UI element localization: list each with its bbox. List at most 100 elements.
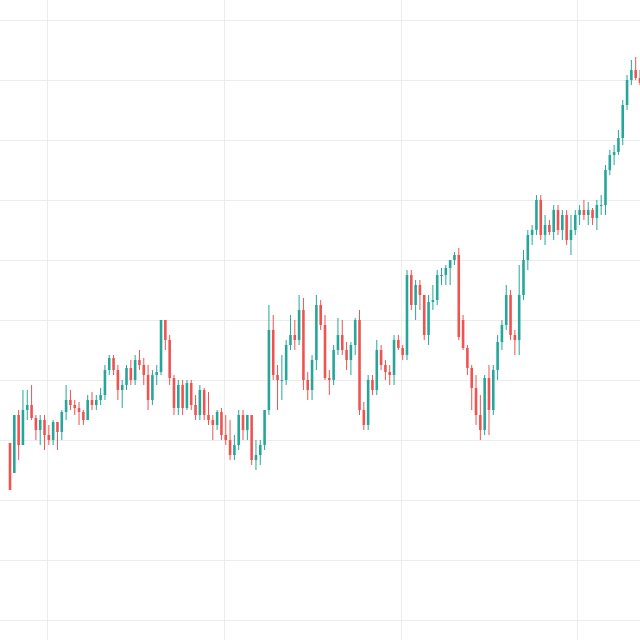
candle (319, 300, 322, 330)
candle-body-down (211, 420, 215, 425)
candle (530, 225, 534, 245)
candle-body-up (263, 410, 266, 445)
candle (630, 60, 633, 85)
candle (202, 388, 206, 420)
candle-body-up (414, 285, 417, 305)
candle (621, 100, 625, 145)
candle-body-down (129, 368, 133, 380)
candle (120, 380, 124, 408)
candle (280, 355, 284, 400)
candle-body-down (146, 375, 150, 400)
candle (444, 265, 448, 285)
candle (535, 195, 538, 235)
candle (323, 315, 327, 380)
candle-body-up (336, 335, 340, 350)
candle-body-up (176, 385, 180, 408)
candle (561, 210, 564, 240)
candle-body-up (254, 455, 258, 460)
candle (215, 410, 219, 430)
candle-body-down (340, 335, 344, 350)
candle (366, 375, 370, 430)
candle-body-down (479, 415, 482, 430)
candle (267, 305, 271, 415)
candle (271, 315, 275, 380)
candle (310, 355, 314, 400)
candle-body-up (289, 335, 292, 345)
candle-body-down (358, 320, 361, 410)
candle-body-down (189, 383, 193, 405)
candle (133, 355, 137, 385)
candle (30, 385, 33, 420)
candle (539, 195, 543, 240)
candle-body-down (224, 435, 228, 440)
candle (526, 230, 530, 270)
candle (176, 380, 180, 415)
candle-body-down (82, 412, 85, 420)
candle (569, 215, 573, 255)
candle-body-up (349, 345, 353, 360)
candle (496, 335, 499, 380)
candle (504, 285, 508, 330)
candle-body-up (185, 383, 189, 408)
candle (164, 320, 167, 350)
candle-body-down (250, 415, 253, 460)
candle (371, 375, 374, 395)
candle-body-down (168, 340, 171, 378)
candle-body-up (427, 302, 430, 335)
candle-body-up (621, 105, 625, 138)
candle (500, 320, 504, 350)
candle-body-down (418, 285, 422, 295)
candle-body-down (306, 380, 310, 390)
candle-body-up (25, 405, 29, 410)
candle (47, 425, 51, 445)
candle (474, 375, 478, 425)
candle-body-down (539, 200, 543, 235)
candle (142, 358, 146, 385)
candle (599, 195, 603, 215)
candle (146, 365, 150, 410)
candle (556, 205, 560, 235)
candle-body-up (95, 400, 98, 405)
candle-body-up (617, 138, 620, 152)
candle (207, 392, 210, 425)
candle (578, 205, 581, 225)
candle-body-up (237, 415, 240, 445)
candle (422, 295, 426, 340)
candle-body-up (125, 368, 128, 385)
candle-body-down (271, 330, 275, 375)
candle (103, 365, 107, 400)
candle (315, 295, 318, 370)
candle (194, 395, 197, 420)
candle (293, 320, 297, 350)
candle (17, 410, 20, 460)
candle (604, 165, 607, 215)
candle (254, 440, 258, 470)
candle-body-up (496, 342, 499, 370)
candle (21, 390, 25, 445)
candle-body-down (34, 418, 38, 430)
candle-body-up (366, 380, 370, 425)
candle (608, 150, 612, 175)
candle-body-up (444, 268, 448, 275)
candle-body-up (297, 310, 301, 340)
candle (388, 365, 392, 385)
candle (418, 280, 422, 310)
candle (440, 268, 443, 285)
candle (155, 365, 159, 385)
candle-body-down (69, 400, 72, 405)
candle-body-down (509, 295, 512, 335)
candle-body-down (401, 348, 404, 355)
candle (198, 385, 202, 420)
candle-body-up (586, 210, 590, 215)
candle (435, 270, 439, 305)
candle-body-up (440, 275, 443, 276)
candle-body-up (21, 410, 25, 445)
candle (237, 410, 240, 450)
candle (86, 395, 89, 420)
candle-body-down (379, 350, 383, 365)
candle-body-up (151, 375, 154, 400)
candle-body-down (634, 70, 637, 78)
candle (99, 388, 102, 405)
